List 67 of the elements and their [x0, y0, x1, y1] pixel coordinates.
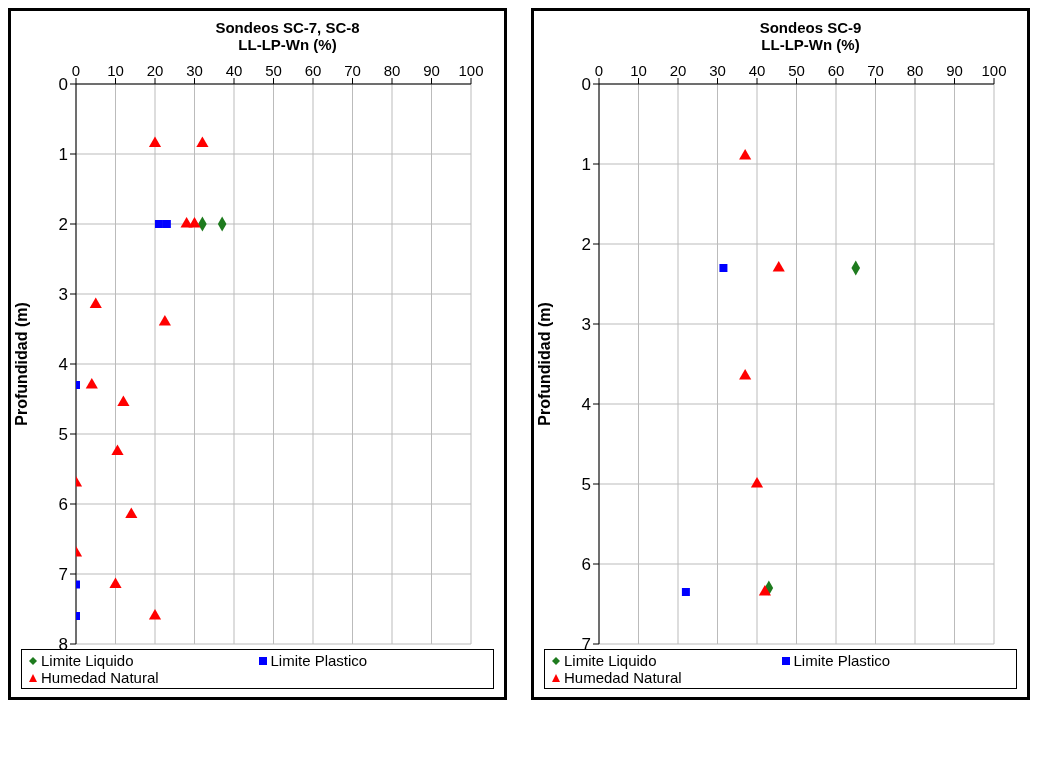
y-tick-label: 4: [581, 395, 591, 415]
y-tick-label: 6: [58, 495, 68, 515]
y-tick-label: 2: [581, 235, 591, 255]
x-tick-label: 90: [423, 62, 440, 79]
x-tick-label: 0: [71, 62, 81, 79]
point: [750, 476, 764, 488]
x-tick-label: 40: [225, 62, 243, 79]
chart-title: Sondeos SC-9: [758, 19, 863, 36]
y-tick-label: 1: [58, 145, 68, 165]
legend-label: Limite Plastico: [793, 652, 891, 669]
y-axis-title: Profundidad (m): [12, 302, 30, 426]
point: [739, 148, 752, 160]
point: [719, 264, 728, 272]
y-tick-label: 3: [58, 285, 68, 305]
x-tick-label: 80: [383, 62, 401, 79]
y-tick-label: 7: [58, 565, 68, 585]
x-tick-label: 70: [344, 62, 361, 79]
x-tick-label: 0: [594, 62, 604, 79]
x-tick-label: 40: [748, 62, 766, 79]
point: [117, 395, 130, 407]
legend-label: Humedad Natural: [41, 669, 159, 686]
y-axis-title: Profundidad (m): [535, 302, 553, 426]
point: [158, 314, 171, 326]
point: [109, 577, 122, 589]
x-tick-label: 50: [788, 62, 805, 79]
y-tick-label: 4: [58, 355, 68, 375]
x-tick-label: 30: [709, 62, 726, 79]
y-tick-label: 6: [581, 555, 591, 575]
legend-label: Limite Liquido: [41, 652, 134, 669]
x-tick-label: 50: [265, 62, 282, 79]
x-axis-title: LL-LP-Wn (%): [760, 36, 861, 53]
point: [148, 136, 162, 148]
legend-label: Limite Plastico: [270, 652, 368, 669]
x-tick-label: 60: [304, 62, 322, 79]
y-tick-label: 0: [58, 75, 68, 95]
chart-title: Sondeos SC-7, SC-8: [214, 19, 361, 36]
point: [125, 507, 138, 519]
point: [772, 260, 785, 272]
x-tick-label: 60: [827, 62, 845, 79]
x-axis-title: LL-LP-Wn (%): [237, 36, 338, 53]
y-tick-label: 2: [58, 215, 68, 235]
legend-label: Humedad Natural: [564, 669, 682, 686]
x-tick-label: 30: [186, 62, 203, 79]
point: [89, 297, 102, 309]
x-tick-label: 10: [630, 62, 647, 79]
x-tick-label: 100: [458, 62, 484, 79]
point: [188, 216, 201, 228]
point: [758, 584, 771, 596]
y-tick-label: 3: [581, 315, 591, 335]
x-tick-label: 80: [906, 62, 924, 79]
y-tick-label: 1: [581, 155, 591, 175]
y-tick-label: 5: [581, 475, 591, 495]
y-tick-label: 0: [581, 75, 591, 95]
point: [148, 608, 162, 620]
point: [739, 368, 752, 380]
x-tick-label: 90: [946, 62, 963, 79]
x-tick-label: 20: [669, 62, 687, 79]
x-tick-label: 10: [107, 62, 124, 79]
point: [111, 444, 124, 456]
y-tick-label: 5: [58, 425, 68, 445]
x-tick-label: 70: [867, 62, 884, 79]
x-tick-label: 100: [981, 62, 1007, 79]
point: [85, 377, 98, 389]
point: [196, 136, 209, 148]
legend-label: Limite Liquido: [564, 652, 657, 669]
point: [681, 588, 690, 596]
x-tick-label: 20: [146, 62, 164, 79]
